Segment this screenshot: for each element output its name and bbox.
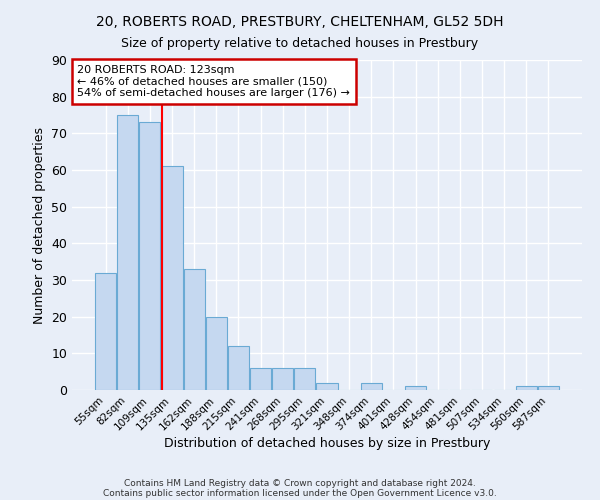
Bar — [206, 316, 227, 390]
Bar — [316, 382, 338, 390]
Bar — [538, 386, 559, 390]
Bar — [228, 346, 249, 390]
Text: Contains HM Land Registry data © Crown copyright and database right 2024.: Contains HM Land Registry data © Crown c… — [124, 478, 476, 488]
X-axis label: Distribution of detached houses by size in Prestbury: Distribution of detached houses by size … — [164, 438, 490, 450]
Bar — [295, 368, 316, 390]
Bar — [361, 382, 382, 390]
Bar — [250, 368, 271, 390]
Bar — [405, 386, 426, 390]
Bar — [272, 368, 293, 390]
Bar — [139, 122, 160, 390]
Text: Contains public sector information licensed under the Open Government Licence v3: Contains public sector information licen… — [103, 488, 497, 498]
Text: Size of property relative to detached houses in Prestbury: Size of property relative to detached ho… — [121, 38, 479, 51]
Bar — [184, 269, 205, 390]
Bar — [515, 386, 536, 390]
Bar — [118, 115, 139, 390]
Bar — [161, 166, 182, 390]
Text: 20 ROBERTS ROAD: 123sqm
← 46% of detached houses are smaller (150)
54% of semi-d: 20 ROBERTS ROAD: 123sqm ← 46% of detache… — [77, 65, 350, 98]
Text: 20, ROBERTS ROAD, PRESTBURY, CHELTENHAM, GL52 5DH: 20, ROBERTS ROAD, PRESTBURY, CHELTENHAM,… — [96, 15, 504, 29]
Bar — [95, 272, 116, 390]
Y-axis label: Number of detached properties: Number of detached properties — [32, 126, 46, 324]
